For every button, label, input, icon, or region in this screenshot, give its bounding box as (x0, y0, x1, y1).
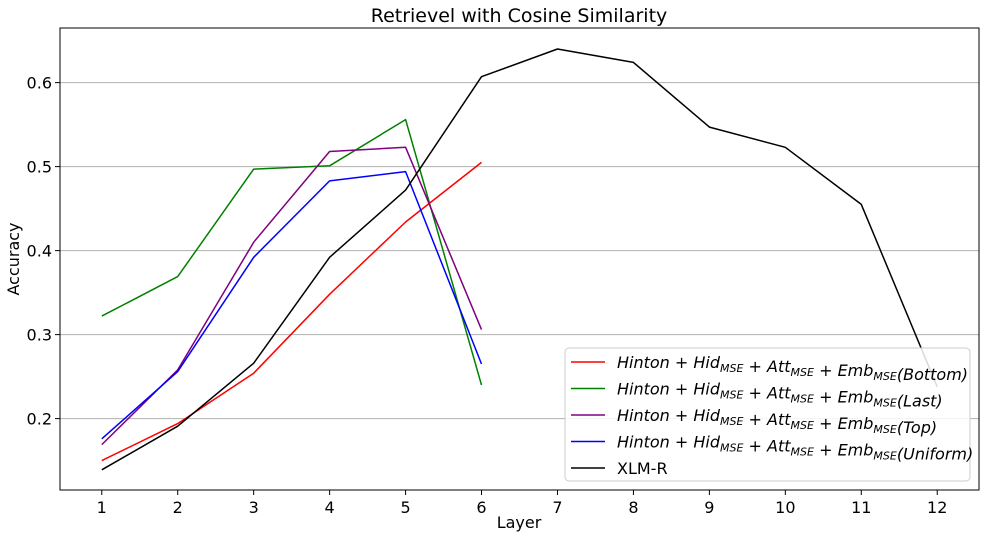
series-line (101, 146, 483, 446)
y-tick-label: 0.3 (27, 326, 52, 345)
legend-label: Hinton + HidMSE + AttMSE + EmbMSE(Top) (617, 406, 937, 437)
legend-entry: Hinton + HidMSE + AttMSE + EmbMSE(Last) (571, 380, 943, 411)
series-lines (101, 48, 938, 471)
y-tick-label: 0.5 (27, 158, 52, 177)
x-tick-label: 4 (325, 498, 335, 517)
x-tick-label: 5 (400, 498, 410, 517)
x-tick-label: 9 (704, 498, 714, 517)
y-axis: 0.2 0.3 0.4 0.5 0.6 (27, 74, 60, 429)
y-tick-label: 0.6 (27, 74, 52, 93)
legend-label: Hinton + HidMSE + AttMSE + EmbMSE(Bottom… (617, 353, 968, 384)
y-tick-label: 0.2 (27, 410, 52, 429)
x-tick-label: 3 (249, 498, 259, 517)
x-axis: 1 2 3 4 5 6 7 8 9 10 11 12 (97, 490, 947, 517)
series-line (101, 161, 482, 462)
series-line (101, 118, 483, 386)
legend-entry: Hinton + HidMSE + AttMSE + EmbMSE(Bottom… (571, 353, 968, 384)
legend-label: Hinton + HidMSE + AttMSE + EmbMSE(Last) (617, 380, 943, 411)
series-line (101, 170, 483, 440)
x-tick-label: 1 (97, 498, 107, 517)
y-tick-label: 0.4 (27, 242, 52, 261)
legend-entry: XLM-R (571, 459, 668, 478)
y-axis-label: Accuracy (4, 222, 23, 295)
plot-area (59, 27, 980, 491)
legend-box (564, 347, 971, 482)
chart-title: Retrievel with Cosine Similarity (371, 5, 668, 27)
legend-entry: Hinton + HidMSE + AttMSE + EmbMSE(Top) (571, 406, 937, 437)
x-axis-label: Layer (497, 513, 542, 532)
legend-label: Hinton + HidMSE + AttMSE + EmbMSE(Unifor… (617, 433, 973, 464)
x-tick-label: 11 (851, 498, 871, 517)
x-tick-label: 6 (476, 498, 486, 517)
legend: Hinton + HidMSE + AttMSE + EmbMSE(Bottom… (564, 347, 973, 482)
x-tick-label: 8 (628, 498, 638, 517)
x-tick-label: 12 (927, 498, 947, 517)
x-tick-label: 10 (775, 498, 795, 517)
legend-label: XLM-R (617, 459, 668, 478)
x-tick-label: 2 (173, 498, 183, 517)
x-tick-label: 7 (552, 498, 562, 517)
series-line (101, 48, 938, 471)
legend-entry: Hinton + HidMSE + AttMSE + EmbMSE(Unifor… (571, 433, 973, 464)
